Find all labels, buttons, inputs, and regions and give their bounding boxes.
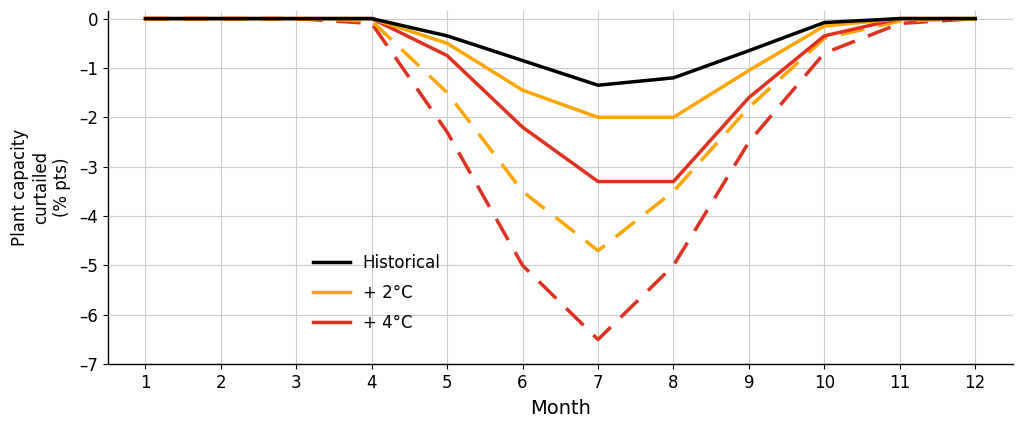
Historical <box>215 16 227 21</box>
+ 4°C <box>215 16 227 21</box>
+ 2°C <box>215 16 227 21</box>
Historical <box>139 16 152 21</box>
+ 2°C <box>366 16 378 21</box>
Historical <box>592 83 604 88</box>
+ 4°C <box>441 53 454 58</box>
+ 4°C <box>742 95 755 100</box>
Historical <box>742 48 755 53</box>
Line: + 4°C: + 4°C <box>145 18 975 181</box>
Historical <box>441 33 454 39</box>
Line: + 2°C: + 2°C <box>145 18 975 118</box>
+ 4°C <box>290 16 302 21</box>
+ 4°C <box>818 33 830 39</box>
+ 4°C <box>516 125 528 130</box>
+ 2°C <box>139 16 152 21</box>
Line: Historical: Historical <box>145 18 975 85</box>
Historical <box>516 58 528 63</box>
+ 2°C <box>592 115 604 120</box>
+ 4°C <box>668 179 680 184</box>
Historical <box>366 16 378 21</box>
+ 4°C <box>969 16 981 21</box>
+ 2°C <box>742 68 755 73</box>
Historical <box>969 16 981 21</box>
+ 2°C <box>969 16 981 21</box>
+ 2°C <box>894 16 906 21</box>
Historical <box>894 16 906 21</box>
Legend: Historical, + 2°C, + 4°C: Historical, + 2°C, + 4°C <box>306 248 447 338</box>
+ 4°C <box>366 16 378 21</box>
+ 2°C <box>668 115 680 120</box>
Historical <box>290 16 302 21</box>
+ 2°C <box>441 41 454 46</box>
Historical <box>818 20 830 25</box>
+ 2°C <box>818 24 830 29</box>
+ 4°C <box>139 16 152 21</box>
X-axis label: Month: Month <box>529 399 591 418</box>
+ 4°C <box>592 179 604 184</box>
+ 4°C <box>894 16 906 21</box>
Y-axis label: Plant capacity
curtailed
(% pts): Plant capacity curtailed (% pts) <box>11 129 71 246</box>
+ 2°C <box>516 88 528 93</box>
Historical <box>668 75 680 80</box>
+ 2°C <box>290 16 302 21</box>
